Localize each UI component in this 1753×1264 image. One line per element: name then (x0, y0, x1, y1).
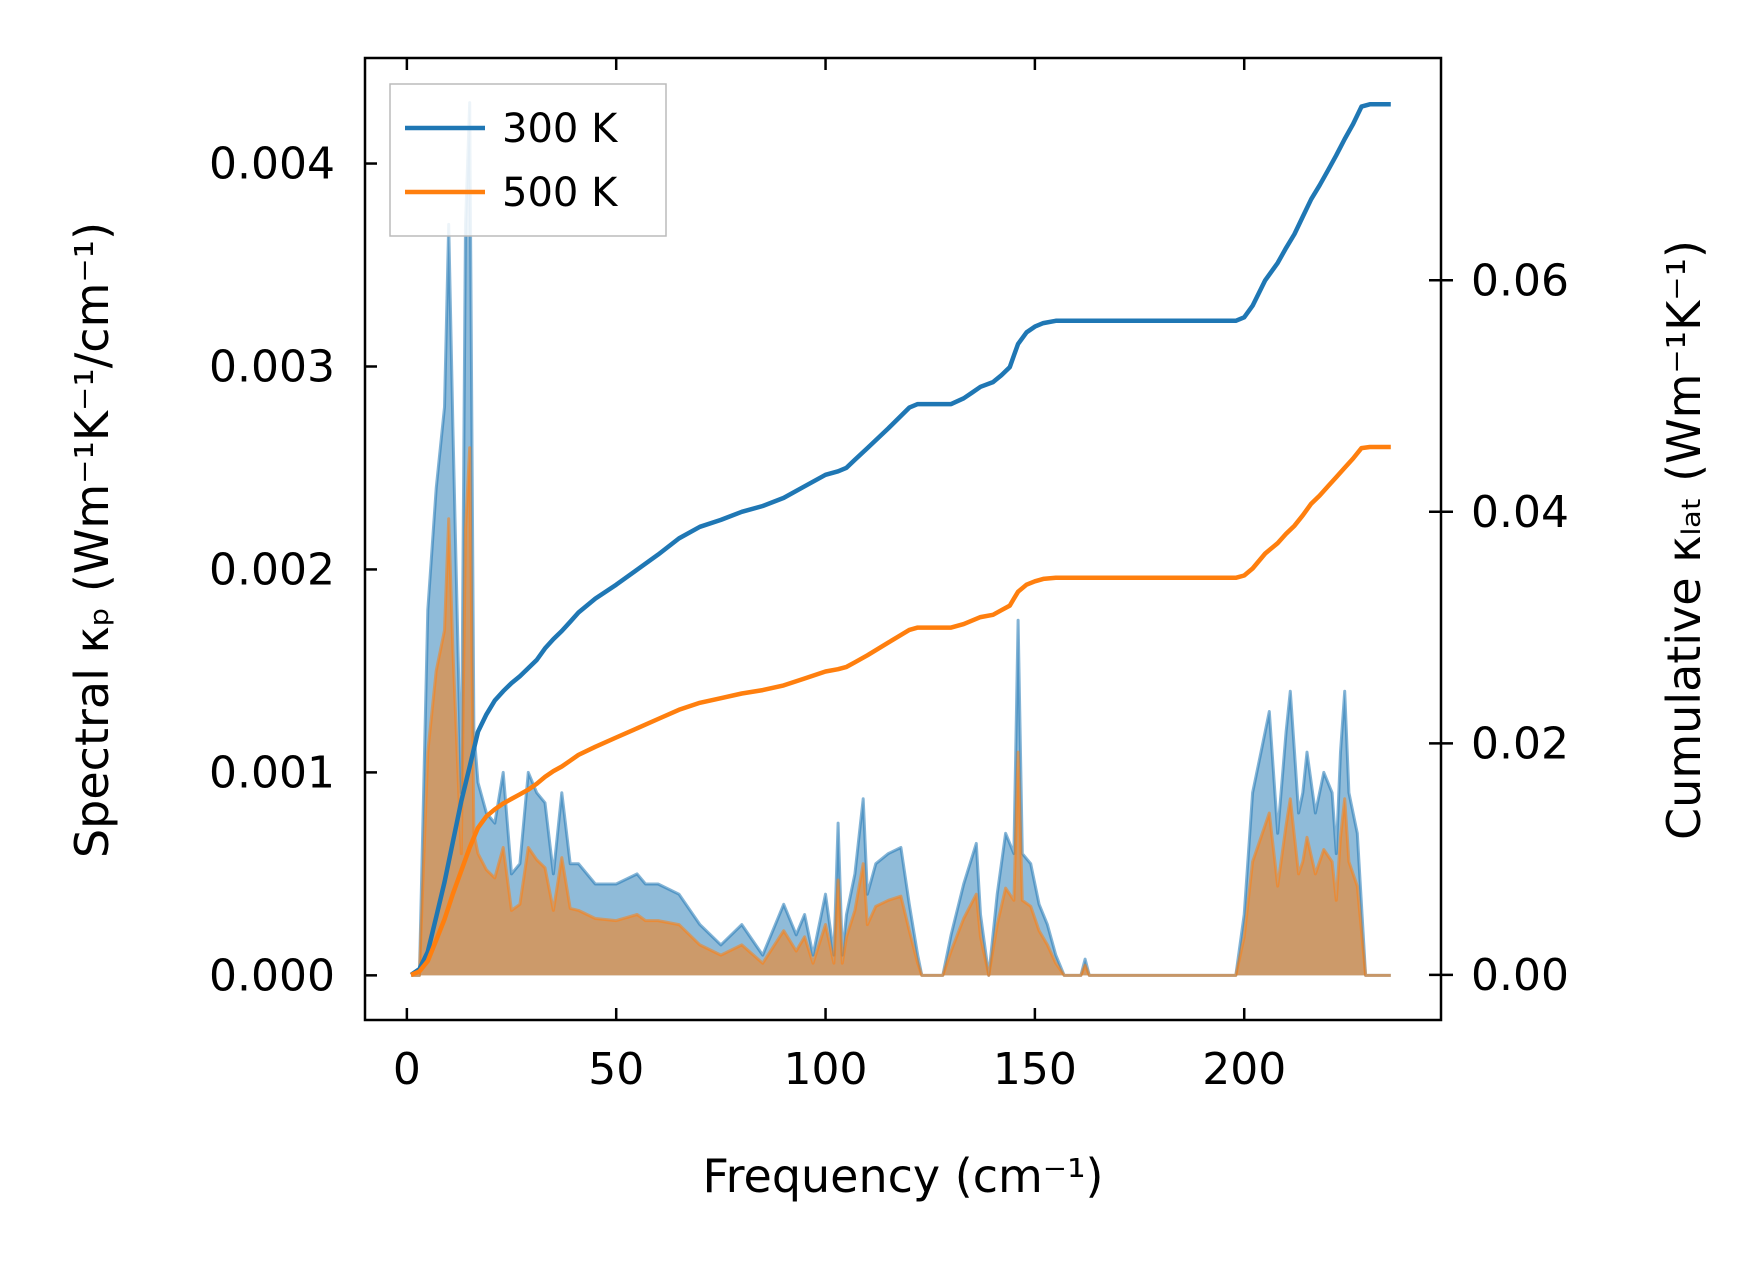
x-tick-label: 100 (784, 1044, 868, 1095)
y-right-tick-label: 0.04 (1471, 487, 1569, 538)
x-axis: 0 50 100 150 200 (393, 58, 1286, 1095)
x-tick-label: 50 (588, 1044, 644, 1095)
y-right-tick-label: 0.02 (1471, 718, 1569, 769)
spectral-layer (411, 101, 1391, 977)
plot-area (409, 101, 1391, 977)
x-axis-label: Frequency (cm⁻¹) (703, 1149, 1104, 1203)
spectral-line-300k (411, 101, 1391, 977)
y-right-tick-label: 0.00 (1471, 950, 1569, 1001)
legend: 300 K 500 K (389, 83, 667, 237)
x-tick-label: 200 (1202, 1044, 1286, 1095)
cumulative-line-300k (409, 102, 1391, 977)
cumulative-layer (409, 102, 1391, 977)
plot-frame (363, 56, 1443, 1022)
y-left-tick-label: 0.004 (209, 139, 335, 190)
legend-label-300k: 300 K (502, 106, 619, 152)
spectral-area-500k (411, 447, 1391, 976)
legend-label-500k: 500 K (502, 170, 619, 216)
x-tick-label: 0 (393, 1044, 421, 1095)
legend-box (389, 83, 667, 237)
spectral-line-500k (411, 446, 1391, 977)
x-tick-label: 150 (993, 1044, 1077, 1095)
y-axis-left-label: Spectral κₚ (Wm⁻¹K⁻¹/cm⁻¹) (65, 222, 119, 858)
y-right-tick-label: 0.06 (1471, 255, 1569, 306)
y-left-tick-label: 0.002 (209, 544, 335, 595)
y-left-tick-label: 0.001 (209, 747, 335, 798)
y-axis-right-label: Cumulative κₗₐₜ (Wm⁻¹K⁻¹) (1657, 240, 1711, 840)
y-left-tick-label: 0.000 (209, 950, 335, 1001)
cumulative-line-500k (410, 444, 1391, 977)
y-left-tick-label: 0.003 (209, 341, 335, 392)
y-axis-left: 0.000 0.001 0.002 0.003 0.004 (209, 139, 377, 1001)
y-axis-right: 0.00 0.02 0.04 0.06 (1429, 255, 1569, 1001)
